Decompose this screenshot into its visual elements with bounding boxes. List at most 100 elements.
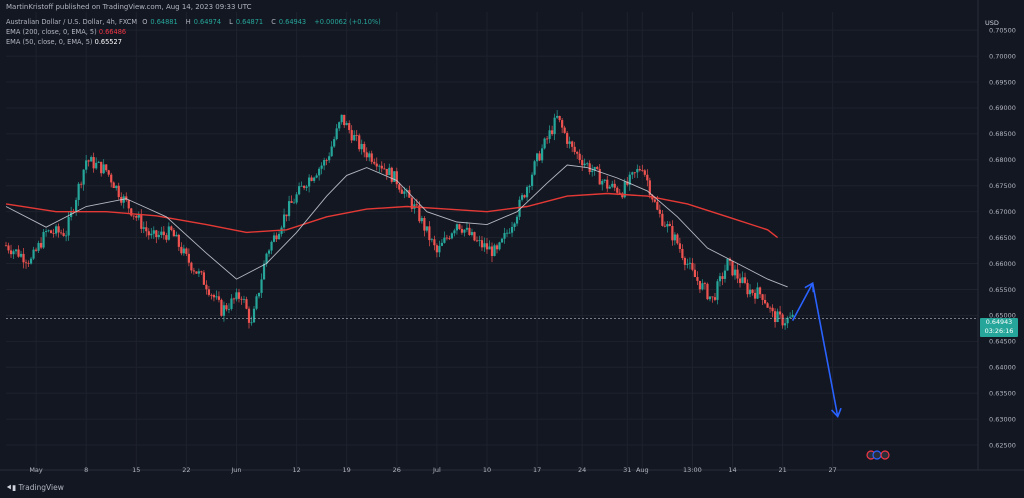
candle-body [505, 232, 509, 234]
candle-body [458, 224, 461, 229]
candle-body [443, 237, 446, 243]
currency-label[interactable]: USD [985, 19, 999, 27]
candle-body [430, 239, 433, 241]
candle-body [621, 193, 624, 198]
candle-body [663, 225, 666, 227]
candle-body [503, 232, 506, 239]
candle-body [205, 284, 208, 290]
candle-body [498, 242, 501, 250]
last-price-tag: 0.64943 03:26:16 [980, 318, 1018, 337]
candle-body [7, 245, 10, 251]
price-tick-label: 0.62500 [989, 441, 1016, 449]
candle-body [105, 164, 108, 171]
candle-body [240, 298, 243, 300]
candle-body [247, 308, 251, 323]
candle-body [528, 185, 531, 188]
candle-body [415, 204, 418, 206]
ema50-legend[interactable]: EMA (50, close, 0, EMA, 5) 0.65527 [6, 38, 122, 46]
candle-body [525, 187, 529, 198]
candle-body [195, 271, 198, 274]
candle-body [428, 226, 431, 241]
candle-body [784, 323, 787, 326]
candle-body [789, 316, 792, 318]
price-tick-label: 0.65500 [989, 286, 1016, 294]
candle-body [473, 232, 476, 241]
candle-body [468, 227, 471, 235]
candle-body [358, 135, 361, 150]
candle-body [277, 233, 281, 240]
candle-body [666, 224, 669, 227]
candle-body [318, 168, 321, 176]
candle-body [678, 243, 681, 249]
candle-body [272, 235, 276, 242]
candle-body [453, 230, 456, 234]
candle-body [292, 202, 296, 204]
time-tick-label: Jul [432, 466, 441, 474]
candle-body [255, 296, 258, 309]
candle-body [370, 153, 373, 162]
candle-body [360, 143, 363, 150]
candle-body [766, 303, 769, 308]
candle-body [480, 240, 484, 248]
candle-body [638, 169, 641, 171]
candle-body [167, 226, 170, 240]
candle-body [34, 249, 38, 251]
candle-body [508, 232, 511, 234]
event-markers[interactable] [866, 450, 890, 460]
time-tick-label: Aug [636, 466, 649, 474]
candle-body [175, 234, 178, 237]
candle-body [606, 179, 609, 189]
candle-body [603, 179, 606, 181]
candle-body [14, 249, 18, 252]
candle-body [333, 139, 336, 147]
candle-body [681, 248, 684, 259]
candle-body [202, 272, 206, 285]
candle-body [290, 201, 293, 203]
candle-body [197, 271, 200, 274]
candle-body [546, 138, 549, 140]
price-tick-label: 0.63000 [989, 415, 1016, 423]
candle-body [230, 298, 233, 309]
candle-body [698, 280, 702, 290]
candle-body [313, 177, 316, 181]
candle-body [77, 183, 80, 200]
candle-body [563, 127, 566, 133]
time-tick-label: 13:00 [683, 466, 702, 474]
candle-body [450, 233, 454, 239]
price-tick-label: 0.68000 [989, 156, 1016, 164]
time-tick-label: 15 [132, 466, 140, 474]
candle-body [282, 214, 286, 228]
candle-body [112, 182, 115, 189]
candle-body [155, 230, 158, 238]
candle-body [586, 163, 589, 165]
candle-body [67, 217, 70, 236]
candle-body [588, 163, 591, 173]
candle-body [478, 240, 481, 241]
candle-body [723, 270, 727, 279]
candle-body [738, 278, 742, 283]
candle-body [648, 180, 651, 195]
candle-body [117, 185, 120, 198]
candle-body [601, 180, 604, 185]
candle-body [623, 181, 626, 198]
candle-body [676, 234, 679, 244]
ema200-legend[interactable]: EMA (200, close, 0, EMA, 5) 0.66486 [6, 28, 127, 36]
candle-body [340, 114, 343, 123]
candle-body [721, 276, 724, 279]
candle-body [350, 130, 353, 141]
candle-body [237, 292, 241, 299]
candle-body [335, 128, 338, 140]
tradingview-logo[interactable]: ⯇▮ TradingView [6, 483, 64, 492]
candle-body [325, 160, 328, 161]
candle-body [636, 169, 639, 173]
candle-body [300, 185, 303, 187]
candle-body [9, 250, 13, 255]
candle-body [315, 175, 318, 178]
candle-body [631, 172, 634, 175]
candle-body [32, 249, 35, 259]
candle-body [287, 201, 291, 217]
candle-body [305, 186, 308, 188]
candle-body [596, 166, 599, 169]
candle-body [726, 258, 729, 271]
